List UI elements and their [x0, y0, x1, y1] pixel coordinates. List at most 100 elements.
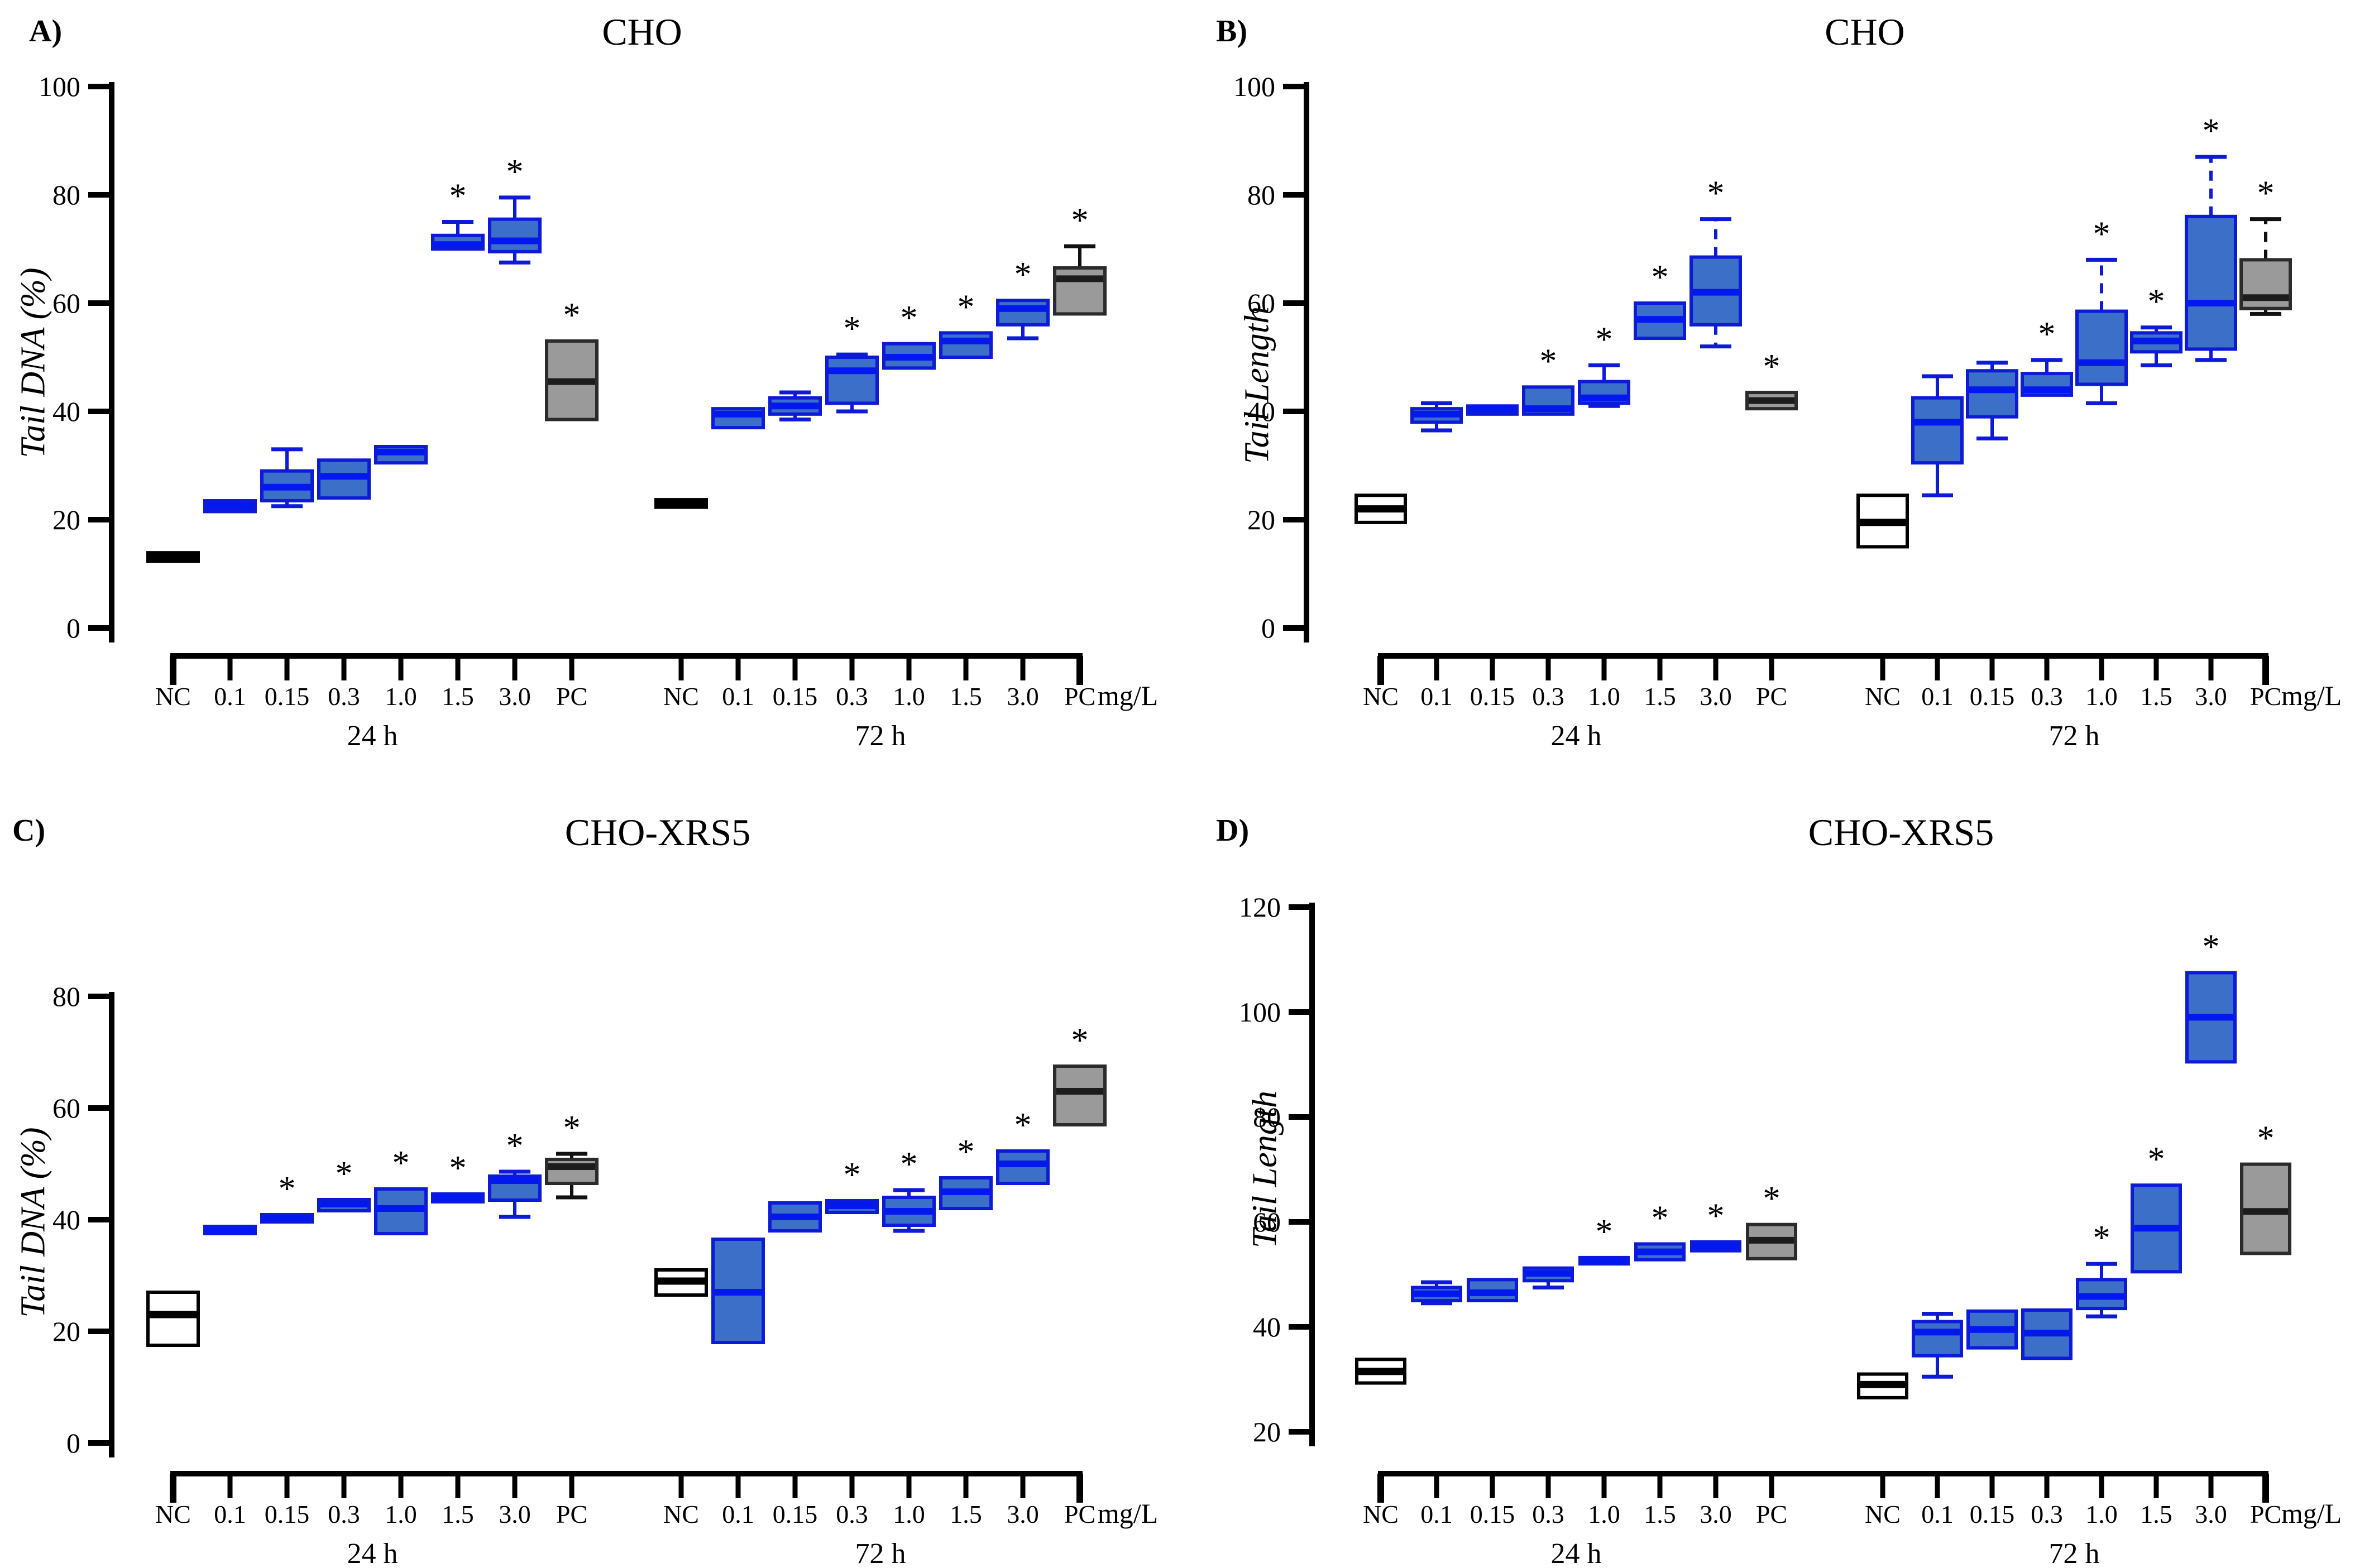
y-axis-tick-label: 40 [1247, 396, 1275, 427]
significance-asterisk: * [2257, 1120, 2275, 1158]
box-rect [146, 551, 200, 563]
y-axis-tick-label: 80 [52, 981, 80, 1012]
y-axis-tick-label: 20 [52, 504, 80, 535]
significance-asterisk: * [1596, 321, 1613, 359]
x-axis-category-label: PC [1756, 1500, 1787, 1528]
panel-b-plot: 0 20 40 60 80 100 24 h NC 0.1 0.15 0.3 * 1.0 * 1.5 * 3.0… [1233, 71, 2342, 752]
box-72h-0.3: * [2021, 315, 2073, 397]
x-axis-group-label: 72 h [855, 720, 906, 752]
box-72h-1.5: * [2130, 283, 2182, 368]
x-axis-category-label: NC [155, 682, 191, 711]
box-rect [939, 331, 993, 359]
y-axis-tick-label: 20 [1253, 1416, 1281, 1447]
panel-a-letter: A) [29, 14, 63, 49]
box-24h-1.0: * [374, 1144, 428, 1235]
box-24h-PC: * [1745, 348, 1798, 411]
box-72h-0.3: * [825, 310, 879, 414]
box-24h-0.15 [260, 447, 314, 509]
significance-asterisk: * [2148, 1140, 2165, 1178]
box-72h-3.0: * [2185, 112, 2237, 362]
box-rect [654, 498, 708, 509]
x-axis-category-label: 0.1 [1420, 1500, 1453, 1528]
box-72h-NC [1856, 493, 1909, 549]
x-axis-category-label: 1.0 [2085, 1500, 2118, 1528]
x-axis-category-label: 1.0 [1588, 1500, 1620, 1528]
box-24h-0.1 [203, 1225, 257, 1235]
box-rect [1053, 266, 1107, 316]
box-24h-PC: * [545, 1109, 599, 1200]
box-24h-1.0: * [1578, 1213, 1630, 1266]
significance-asterisk: * [449, 1149, 467, 1187]
x-axis-category-label: 0.3 [2031, 1500, 2063, 1528]
box-24h-1.0 [374, 445, 428, 465]
x-axis-unit-label: mg/L [2281, 680, 2342, 711]
x-axis-category-label: 0.3 [836, 682, 868, 711]
significance-asterisk: * [1652, 1199, 1669, 1237]
box-72h-0.15 [768, 390, 822, 422]
y-axis-tick-label: 60 [52, 1092, 80, 1124]
x-axis-unit-label: mg/L [1098, 1498, 1158, 1529]
box-72h-0.15 [1966, 361, 2018, 440]
significance-asterisk: * [2203, 112, 2220, 150]
box-24h-0.3: * [1522, 342, 1574, 416]
y-axis-tick-label: 40 [52, 1204, 80, 1235]
x-axis-unit-label: mg/L [1098, 680, 1158, 711]
x-axis-category-label: 0.3 [328, 682, 360, 711]
x-axis-category-label: 0.1 [1921, 1500, 1954, 1528]
y-axis-tick-label: 60 [1253, 1206, 1281, 1238]
significance-asterisk: * [563, 296, 581, 334]
significance-asterisk: * [2257, 175, 2275, 213]
significance-asterisk: * [506, 153, 524, 191]
box-72h-0.1 [711, 1238, 765, 1344]
x-axis-group-label: 24 h [347, 1538, 398, 1568]
x-axis-category-label: NC [1363, 1500, 1399, 1528]
significance-asterisk: * [506, 1127, 524, 1165]
box-24h-1.0: * [1578, 321, 1630, 408]
box-24h-1.5: * [431, 178, 485, 251]
x-axis-category-label: 1.0 [2085, 682, 2118, 711]
box-rect [825, 356, 879, 405]
box-72h-1.5: * [939, 1133, 993, 1210]
box-72h-0.3 [2021, 1308, 2073, 1360]
box-24h-3.0: * [488, 153, 542, 265]
y-axis-tick-label: 40 [1253, 1311, 1281, 1342]
box-72h-1.0: * [2076, 1219, 2127, 1318]
x-axis-category-label: 1.5 [2140, 1500, 2172, 1528]
x-axis-group-label: 24 h [1551, 1538, 1602, 1568]
significance-asterisk: * [336, 1155, 353, 1193]
x-axis-category-label: PC [556, 1500, 587, 1528]
x-axis-category-label: 0.1 [1921, 682, 1954, 711]
significance-asterisk: * [1763, 348, 1780, 386]
x-axis-category-label: 0.3 [836, 1500, 868, 1528]
box-24h-NC [146, 1291, 200, 1347]
x-axis-category-label: 0.15 [773, 1500, 818, 1528]
x-axis-category-label: 3.0 [499, 1500, 531, 1528]
box-rect [2075, 309, 2128, 386]
box-72h-PC: * [2240, 1120, 2291, 1255]
box-rect [2239, 258, 2292, 310]
x-axis-category-label: 0.1 [1420, 682, 1453, 711]
x-axis-category-label: 1.0 [385, 682, 417, 711]
box-72h-3.0: * [2185, 928, 2237, 1064]
significance-asterisk: * [563, 1109, 581, 1147]
box-24h-0.3 [317, 458, 371, 500]
box-72h-0.15 [1966, 1309, 2018, 1350]
x-axis-category-label: 0.15 [773, 682, 818, 711]
box-72h-PC: * [2239, 175, 2292, 316]
significance-asterisk: * [1596, 1213, 1613, 1251]
x-axis-category-label: 3.0 [2195, 682, 2227, 711]
significance-asterisk: * [449, 178, 467, 215]
y-axis-tick-label: 0 [66, 612, 80, 644]
x-axis-category-label: PC [2250, 1500, 2281, 1528]
x-axis-category-label: 3.0 [1700, 1500, 1732, 1528]
x-axis-category-label: PC [1756, 682, 1787, 711]
box-72h-1.5: * [939, 288, 993, 359]
x-axis-category-label: NC [663, 682, 699, 711]
box-24h-0.15 [1466, 404, 1519, 416]
box-24h-1.5: * [1634, 1199, 1686, 1262]
x-axis-category-label: 0.3 [1532, 682, 1564, 711]
x-axis-category-label: NC [1363, 682, 1399, 711]
y-axis-tick-label: 60 [1247, 287, 1275, 319]
box-72h-NC [654, 498, 708, 509]
